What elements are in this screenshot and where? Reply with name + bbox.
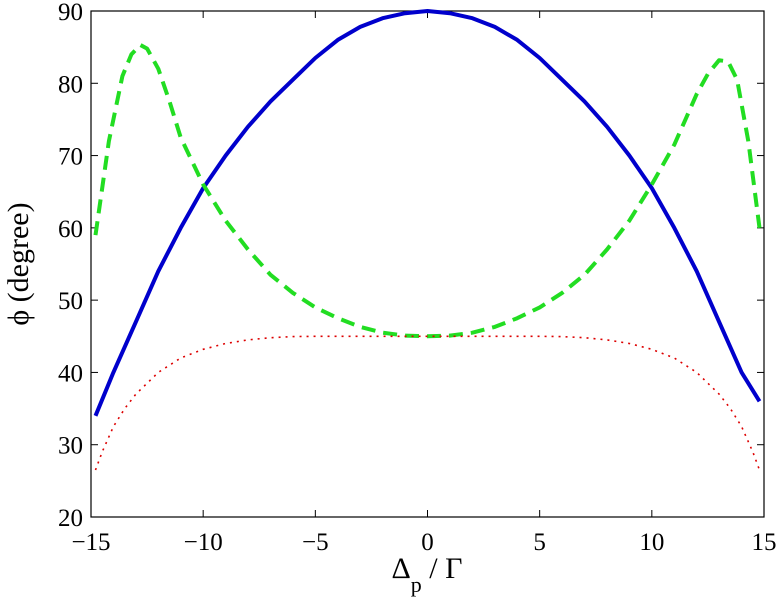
y-tick-label: 40: [58, 360, 83, 387]
y-tick-label: 90: [58, 0, 83, 26]
x-tick-label: 0: [421, 529, 434, 556]
x-axis-label: Δp / Γ: [392, 552, 463, 597]
plot-frame: [90, 10, 765, 518]
x-tick-label: −15: [71, 529, 110, 556]
x-axis-label-rest: / Γ: [422, 552, 463, 585]
series-line-dashed: [93, 43, 762, 339]
y-tick-label: 20: [58, 505, 83, 532]
series-line-solid: [93, 9, 762, 417]
series-lines: [93, 9, 762, 471]
y-tick-label: 50: [58, 288, 83, 315]
y-tick-label: 70: [58, 144, 83, 171]
y-tick-label: 60: [58, 216, 83, 243]
x-axis-label-main: Δ: [392, 552, 411, 585]
y-tick-label: 30: [58, 433, 83, 460]
axis-ticks: [90, 10, 765, 518]
x-tick-label: 15: [752, 529, 777, 556]
x-tick-label: 5: [533, 529, 546, 556]
x-tick-label: −5: [302, 529, 329, 556]
y-tick-label: 80: [58, 71, 83, 98]
x-tick-label: 10: [639, 529, 664, 556]
series-line-dotted: [94, 335, 761, 471]
y-axis-label: ϕ (degree): [2, 202, 35, 325]
x-tick-label: −10: [184, 529, 223, 556]
x-axis-label-subscript: p: [411, 572, 422, 597]
tick-labels: −15 −10 −5 0 5 10 15 20 30 40 50 60 70 80 90: [58, 0, 777, 556]
